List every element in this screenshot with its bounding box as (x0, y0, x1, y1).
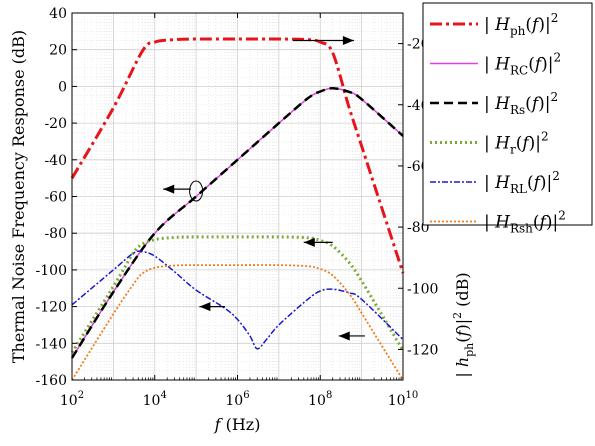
legend-label-r: | Hr(f)|2 (484, 130, 549, 157)
x-axis-label: f (Hz) (214, 415, 261, 434)
x-tick-label: 108 (308, 390, 332, 409)
y-right-axis-label: | hph(f)|2 (dB) (451, 272, 476, 377)
series-layer (70, 37, 405, 381)
y-left-tick-label: -160 (36, 373, 67, 389)
series-line-ph (70, 37, 405, 274)
y-left-tick-label: -80 (44, 226, 67, 242)
x-tick-label: 102 (60, 390, 84, 409)
x-tick-label: 106 (225, 390, 249, 409)
series-line-r (70, 235, 405, 354)
annotation-arrow-head (338, 331, 350, 341)
y-right-tick-label: -100 (407, 281, 438, 297)
y-left-tick-label: -20 (44, 116, 67, 132)
annotation-arrow-head (199, 302, 211, 312)
x-tick-label: 1010 (388, 390, 419, 409)
y-left-tick-label: 40 (49, 6, 67, 22)
annotation-layer (163, 36, 365, 341)
annotation-arrow-head (163, 184, 175, 194)
y-left-tick-label: -120 (36, 300, 67, 316)
y-left-tick-label: -60 (44, 190, 67, 206)
y-left-tick-label: -40 (44, 153, 67, 169)
legend-box (422, 2, 593, 226)
y-left-tick-label: 20 (49, 43, 67, 59)
series-line-Rs (70, 86, 404, 359)
legend-label-Rsh: | HRsh(f)|2 (484, 209, 566, 236)
grid-layer (72, 13, 403, 380)
x-tick-label: 104 (143, 390, 167, 409)
annotation-arrow-head (342, 36, 354, 46)
y-left-axis-label: Thermal Noise Frequency Response (dB) (9, 30, 28, 363)
annotation-arrow-head (303, 237, 315, 247)
annotation-ellipse (189, 180, 204, 202)
tick-layer: 102 104 106 108 1010 40 20 0 -20 -40 -60 -80 -100 -12… (36, 6, 439, 409)
y-left-tick-label: -140 (36, 336, 67, 352)
axis-labels: f (Hz) Thermal Noise Frequency Response (… (9, 30, 476, 434)
series-line-RL (71, 250, 404, 350)
y-left-tick-label: -100 (36, 263, 67, 279)
legend-label-RC: | HRC(f)|2 (484, 51, 561, 78)
series-line-Rsh (71, 264, 404, 381)
y-right-tick-label: -120 (407, 342, 438, 358)
legend-label-Rs: | HRs(f)|2 (484, 90, 558, 117)
legend-label-ph: | Hph(f)|2 (484, 11, 558, 38)
y-left-tick-label: 0 (58, 79, 67, 95)
legend: | Hph(f)|2 | HRC(f)|2 | HRs(f)|2 | Hr(f)|2 |… (422, 2, 593, 236)
legend-label-RL: | HRL(f)|2 (484, 169, 560, 196)
